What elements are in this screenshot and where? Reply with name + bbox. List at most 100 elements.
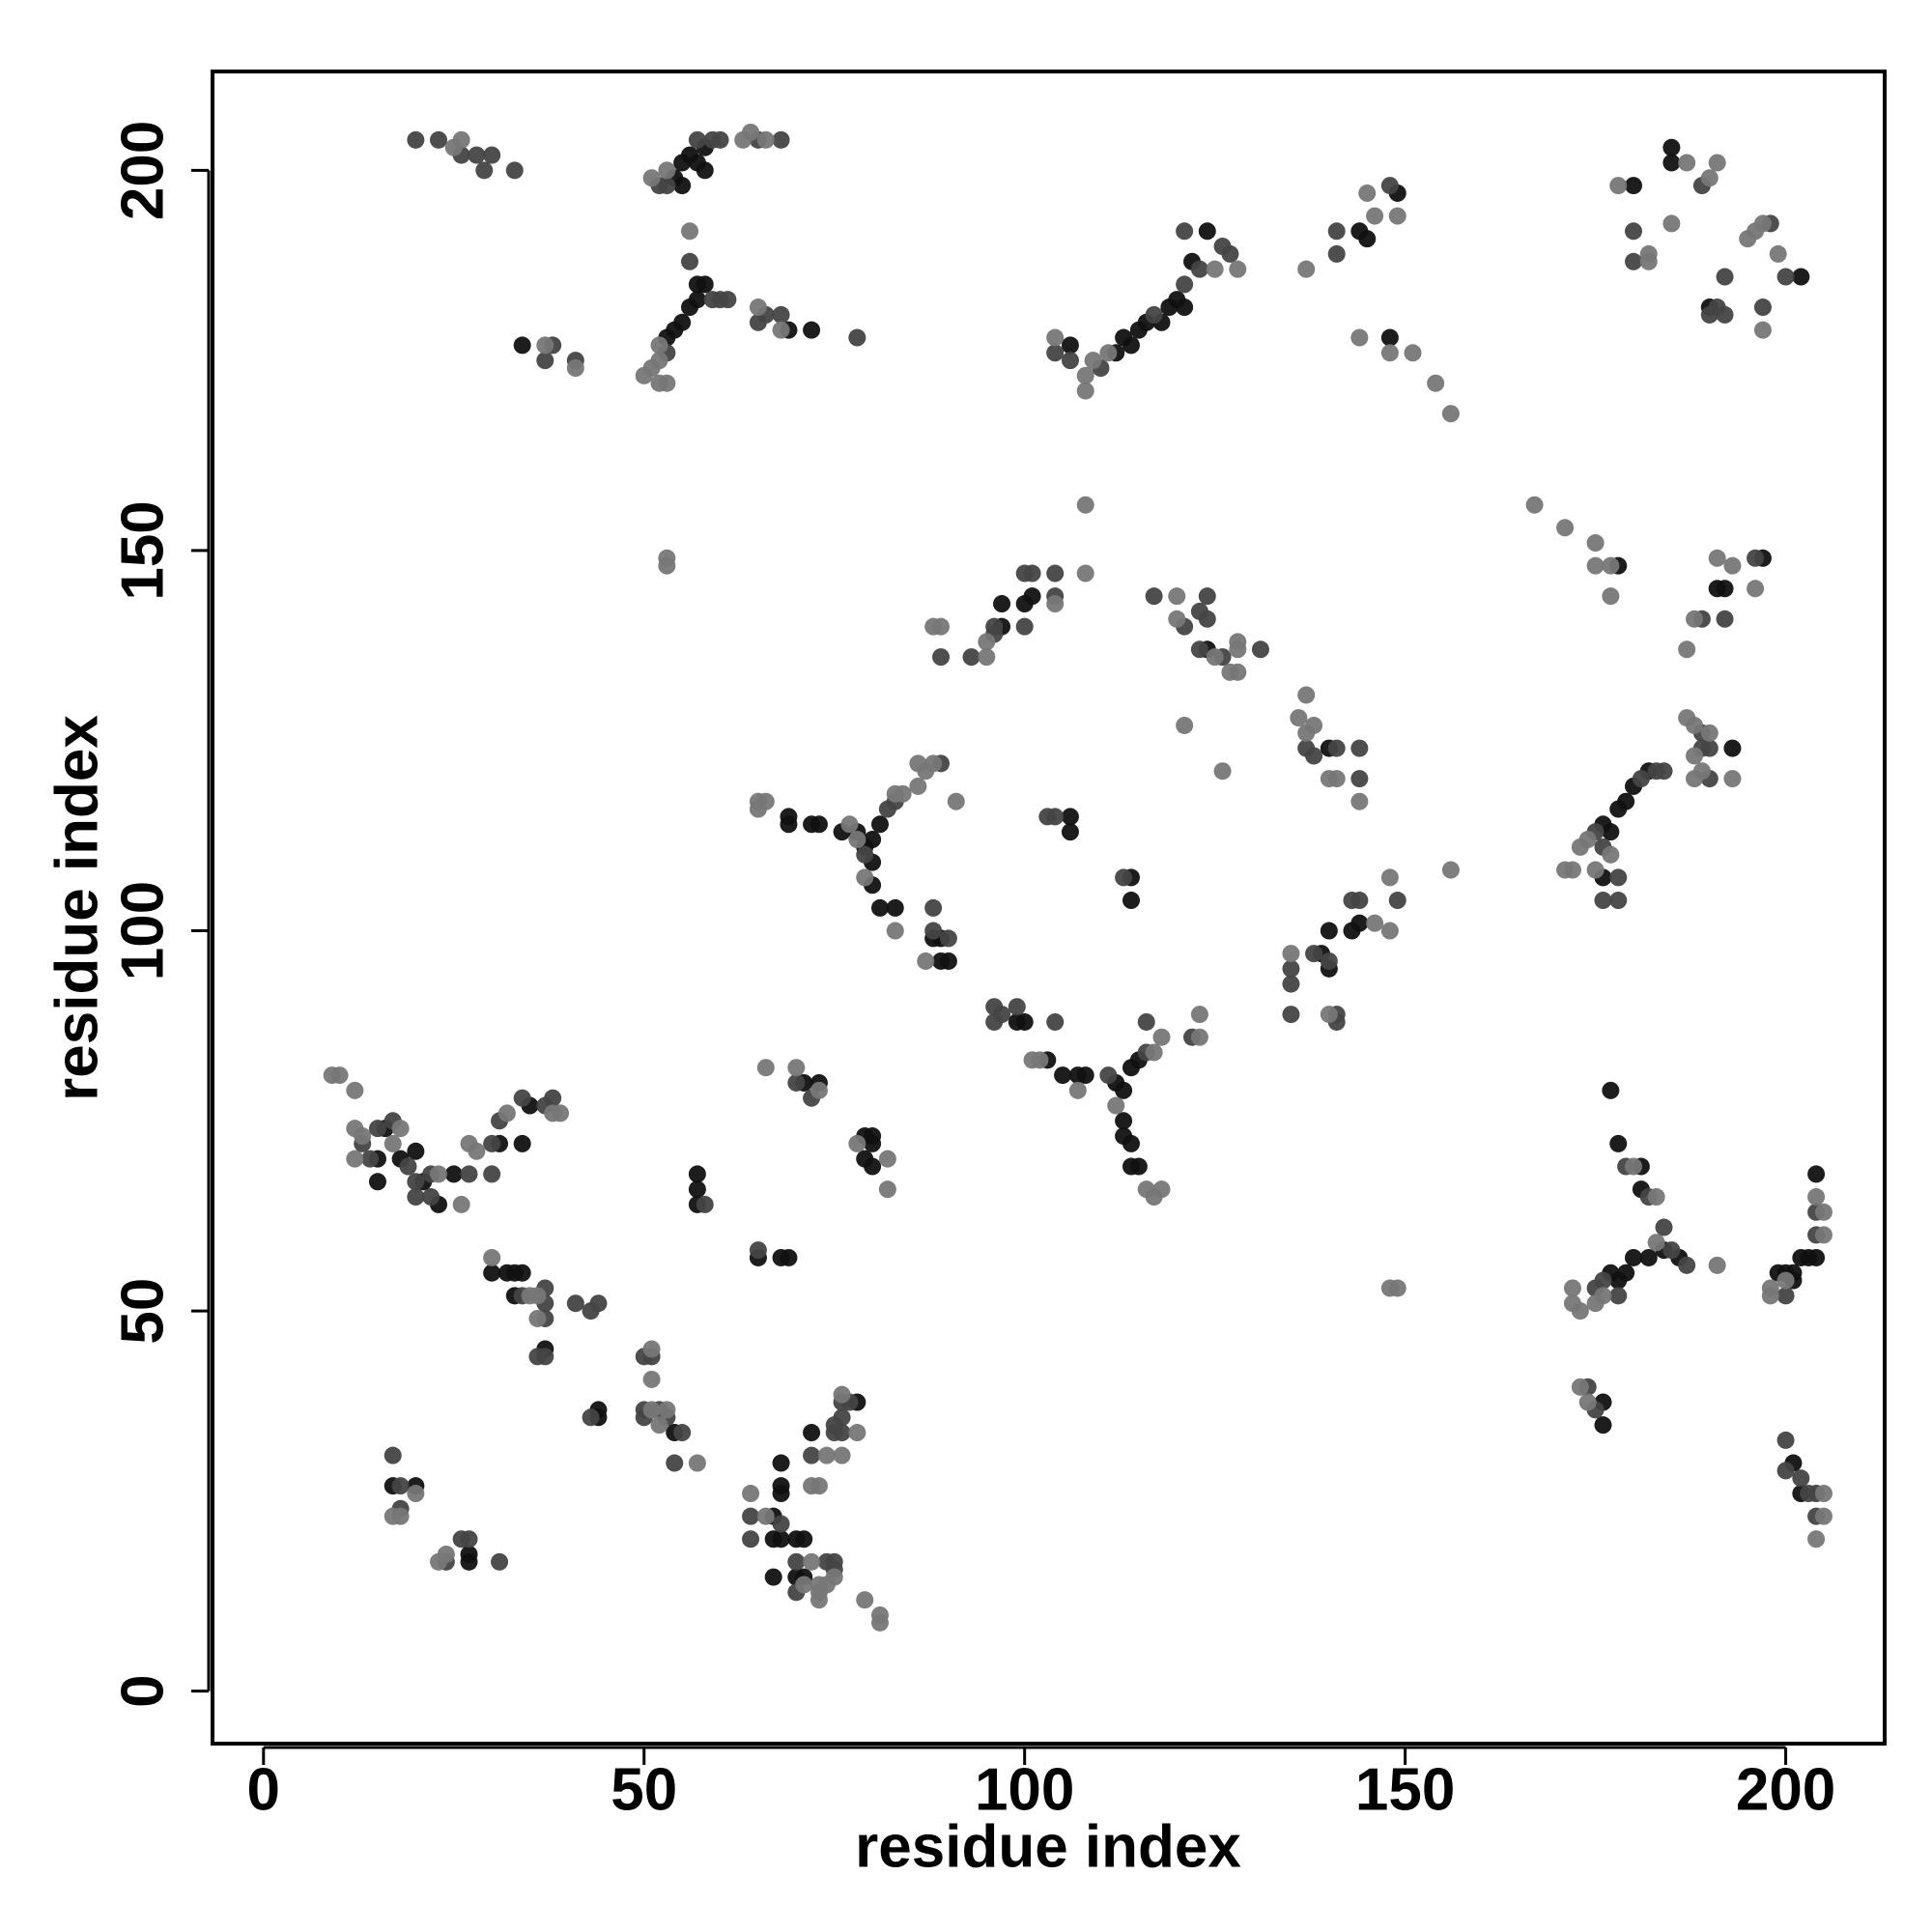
point [1678,154,1696,172]
point [1320,1006,1338,1024]
point [1076,564,1094,582]
point [742,1507,760,1525]
point [1563,1279,1581,1297]
point [1427,374,1445,392]
point [810,815,828,834]
point [483,1134,501,1152]
point [1753,298,1772,317]
point [1602,823,1620,841]
point [1046,564,1065,582]
point [1662,214,1681,233]
point [1350,770,1369,788]
point [1099,344,1118,362]
point [742,1485,760,1503]
y-axis-label: residue index [43,715,110,1101]
point [1586,534,1605,553]
point [1145,1188,1163,1207]
point [848,831,867,849]
point [780,1248,798,1266]
point [1350,328,1369,347]
point [536,336,554,355]
point [1594,892,1612,910]
point [1206,260,1224,278]
point [1327,739,1346,757]
point [1686,610,1704,628]
point [460,1552,478,1571]
point [1578,1393,1597,1411]
point [1229,260,1247,278]
point [1632,770,1650,788]
point [932,617,951,636]
point [1776,1271,1795,1290]
point [1251,640,1269,659]
point [1176,275,1194,294]
point [1137,1012,1155,1031]
point [1282,945,1300,963]
point [452,130,470,149]
point [840,815,859,834]
point [1076,496,1094,514]
point [1441,405,1460,423]
point [803,1446,821,1464]
point [468,1142,486,1160]
point [764,1568,782,1586]
point [460,1530,478,1548]
point [870,815,889,834]
point [1176,298,1194,317]
point [817,1446,836,1464]
point [962,648,980,667]
point [772,1515,790,1533]
point [1716,580,1734,598]
point [444,1165,463,1183]
point [681,252,699,270]
point [1046,595,1065,613]
point [1753,214,1772,233]
point [407,1188,425,1207]
point [1282,1006,1300,1024]
point [1639,244,1658,263]
point [528,1287,547,1305]
point [1609,1134,1628,1152]
point [430,130,448,149]
point [505,161,524,180]
point [1282,959,1300,978]
point [1571,1302,1589,1321]
point [833,1446,851,1464]
point [1686,716,1704,734]
point [1115,1112,1133,1130]
point [497,1104,516,1122]
point [384,1134,402,1152]
point [1639,1248,1658,1266]
point [917,952,935,970]
point [1023,587,1041,606]
point [1686,747,1704,765]
point [1678,1256,1696,1274]
point [1662,1241,1681,1260]
point [856,845,874,864]
point [475,161,494,180]
point [1297,686,1316,704]
point [688,1165,706,1183]
point [1807,1188,1826,1207]
point [407,130,425,149]
point [795,1576,813,1594]
point [1700,724,1719,742]
point [1586,556,1605,575]
point [756,1059,775,1077]
point [1229,663,1247,681]
y-tick-label: 150 [109,500,176,600]
point [772,1530,790,1548]
point [1716,610,1734,628]
point [1602,845,1620,864]
point [1380,328,1399,347]
point [1046,344,1065,362]
point [346,1081,364,1099]
point [681,222,699,241]
point [878,1180,896,1199]
point [1031,1051,1049,1069]
point [1145,587,1163,606]
point [833,1408,851,1427]
point [1054,1066,1072,1085]
point [1190,1028,1208,1046]
